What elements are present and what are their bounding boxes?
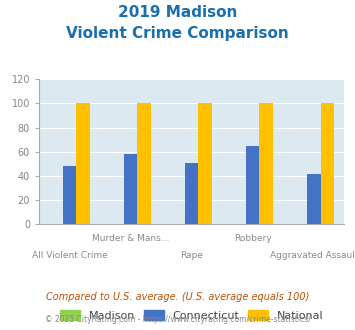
Bar: [198, 103, 212, 224]
Text: All Violent Crime: All Violent Crime: [32, 251, 108, 260]
Bar: [137, 103, 151, 224]
Bar: [76, 103, 90, 224]
Bar: [307, 174, 321, 224]
Text: Murder & Mans...: Murder & Mans...: [92, 234, 169, 243]
Text: Rape: Rape: [180, 251, 203, 260]
Text: Compared to U.S. average. (U.S. average equals 100): Compared to U.S. average. (U.S. average …: [46, 292, 309, 302]
Bar: [185, 163, 198, 224]
Text: Robbery: Robbery: [234, 234, 272, 243]
Text: © 2025 CityRating.com - https://www.cityrating.com/crime-statistics/: © 2025 CityRating.com - https://www.city…: [45, 315, 310, 324]
Bar: [124, 154, 137, 224]
Text: 2019 Madison: 2019 Madison: [118, 5, 237, 20]
Text: Aggravated Assault: Aggravated Assault: [269, 251, 355, 260]
Text: Violent Crime Comparison: Violent Crime Comparison: [66, 26, 289, 41]
Bar: [321, 103, 334, 224]
Bar: [260, 103, 273, 224]
Legend: Madison, Connecticut, National: Madison, Connecticut, National: [55, 306, 328, 325]
Bar: [63, 166, 76, 224]
Bar: [246, 146, 260, 224]
